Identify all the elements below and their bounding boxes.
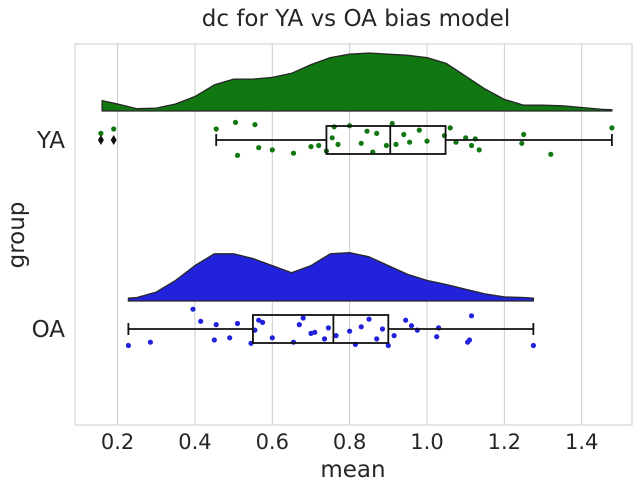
data-point [256, 145, 262, 151]
data-point [329, 135, 335, 141]
data-point [385, 342, 391, 349]
data-point [366, 316, 372, 322]
density-clouds [101, 52, 613, 302]
data-point [364, 128, 370, 134]
data-point [325, 325, 331, 331]
data-point [256, 317, 262, 323]
density-cloud-oa [127, 251, 535, 302]
y-axis-label: group [4, 202, 30, 269]
data-point [321, 336, 328, 342]
data-point [434, 334, 440, 340]
data-point [316, 142, 322, 149]
data-point [379, 326, 386, 332]
data-point [401, 131, 407, 138]
iqr-box [325, 125, 447, 155]
data-point [389, 120, 395, 127]
box-plots [97, 125, 613, 344]
data-point [312, 329, 318, 335]
data-point [269, 335, 275, 341]
data-point [393, 141, 399, 147]
data-point [609, 125, 615, 131]
data-point [190, 306, 196, 312]
data-point [530, 342, 537, 349]
outlier-marker [110, 135, 117, 145]
data-point [347, 328, 353, 334]
data-point [463, 135, 469, 141]
data-point [519, 140, 525, 146]
data-point [408, 323, 415, 329]
data-point [308, 144, 314, 150]
data-point [407, 139, 413, 145]
data-point [213, 126, 219, 132]
data-point [234, 152, 241, 158]
data-point [374, 130, 380, 136]
data-point [296, 322, 302, 328]
data-point [424, 138, 430, 144]
data-point [416, 127, 422, 133]
x-tick-label: 0.8 [333, 430, 366, 454]
data-point [213, 322, 219, 328]
data-point [521, 131, 527, 138]
data-point [269, 147, 275, 153]
data-point [383, 142, 389, 149]
data-point [252, 122, 258, 128]
x-axis-label: mean [320, 457, 385, 483]
data-point [468, 313, 475, 319]
data-point [447, 125, 453, 131]
y-category-label: YA [36, 128, 65, 154]
x-tick-label: 1.0 [410, 430, 443, 454]
data-point [358, 140, 364, 146]
x-tick-label: 0.4 [178, 430, 211, 454]
data-point [198, 318, 204, 324]
data-point [125, 342, 131, 349]
data-point [290, 150, 297, 156]
data-point [548, 151, 554, 157]
data-point [466, 337, 473, 343]
data-point [335, 141, 341, 147]
data-point [232, 119, 239, 125]
x-tick-label: 1.2 [488, 430, 521, 454]
x-tick-label: 0.6 [256, 430, 289, 454]
data-point [358, 324, 364, 330]
data-point [260, 319, 266, 325]
data-point [98, 130, 104, 136]
x-tick-label: 1.4 [565, 430, 598, 454]
data-point [468, 142, 475, 149]
jitter-points [98, 119, 615, 349]
data-point [476, 147, 482, 153]
data-point [227, 335, 233, 341]
iqr-box [252, 314, 390, 344]
plot-frame [74, 43, 633, 426]
x-tick-label: 0.2 [101, 430, 134, 454]
data-point [403, 317, 409, 323]
y-category-label: OA [32, 317, 66, 343]
data-point [234, 320, 241, 327]
chart-title: dc for YA vs OA bias model [202, 6, 510, 32]
data-point [374, 336, 380, 342]
data-point [111, 126, 117, 132]
data-point [211, 337, 217, 343]
axis-ticks: 0.2 0.4 0.6 0.8 1.0 1.2 1.4 YA OA [32, 128, 599, 454]
data-point [333, 333, 339, 339]
density-cloud-ya [101, 52, 613, 112]
data-point [300, 315, 306, 321]
data-point [147, 339, 153, 345]
outlier-marker [97, 135, 104, 145]
data-point [391, 333, 397, 339]
